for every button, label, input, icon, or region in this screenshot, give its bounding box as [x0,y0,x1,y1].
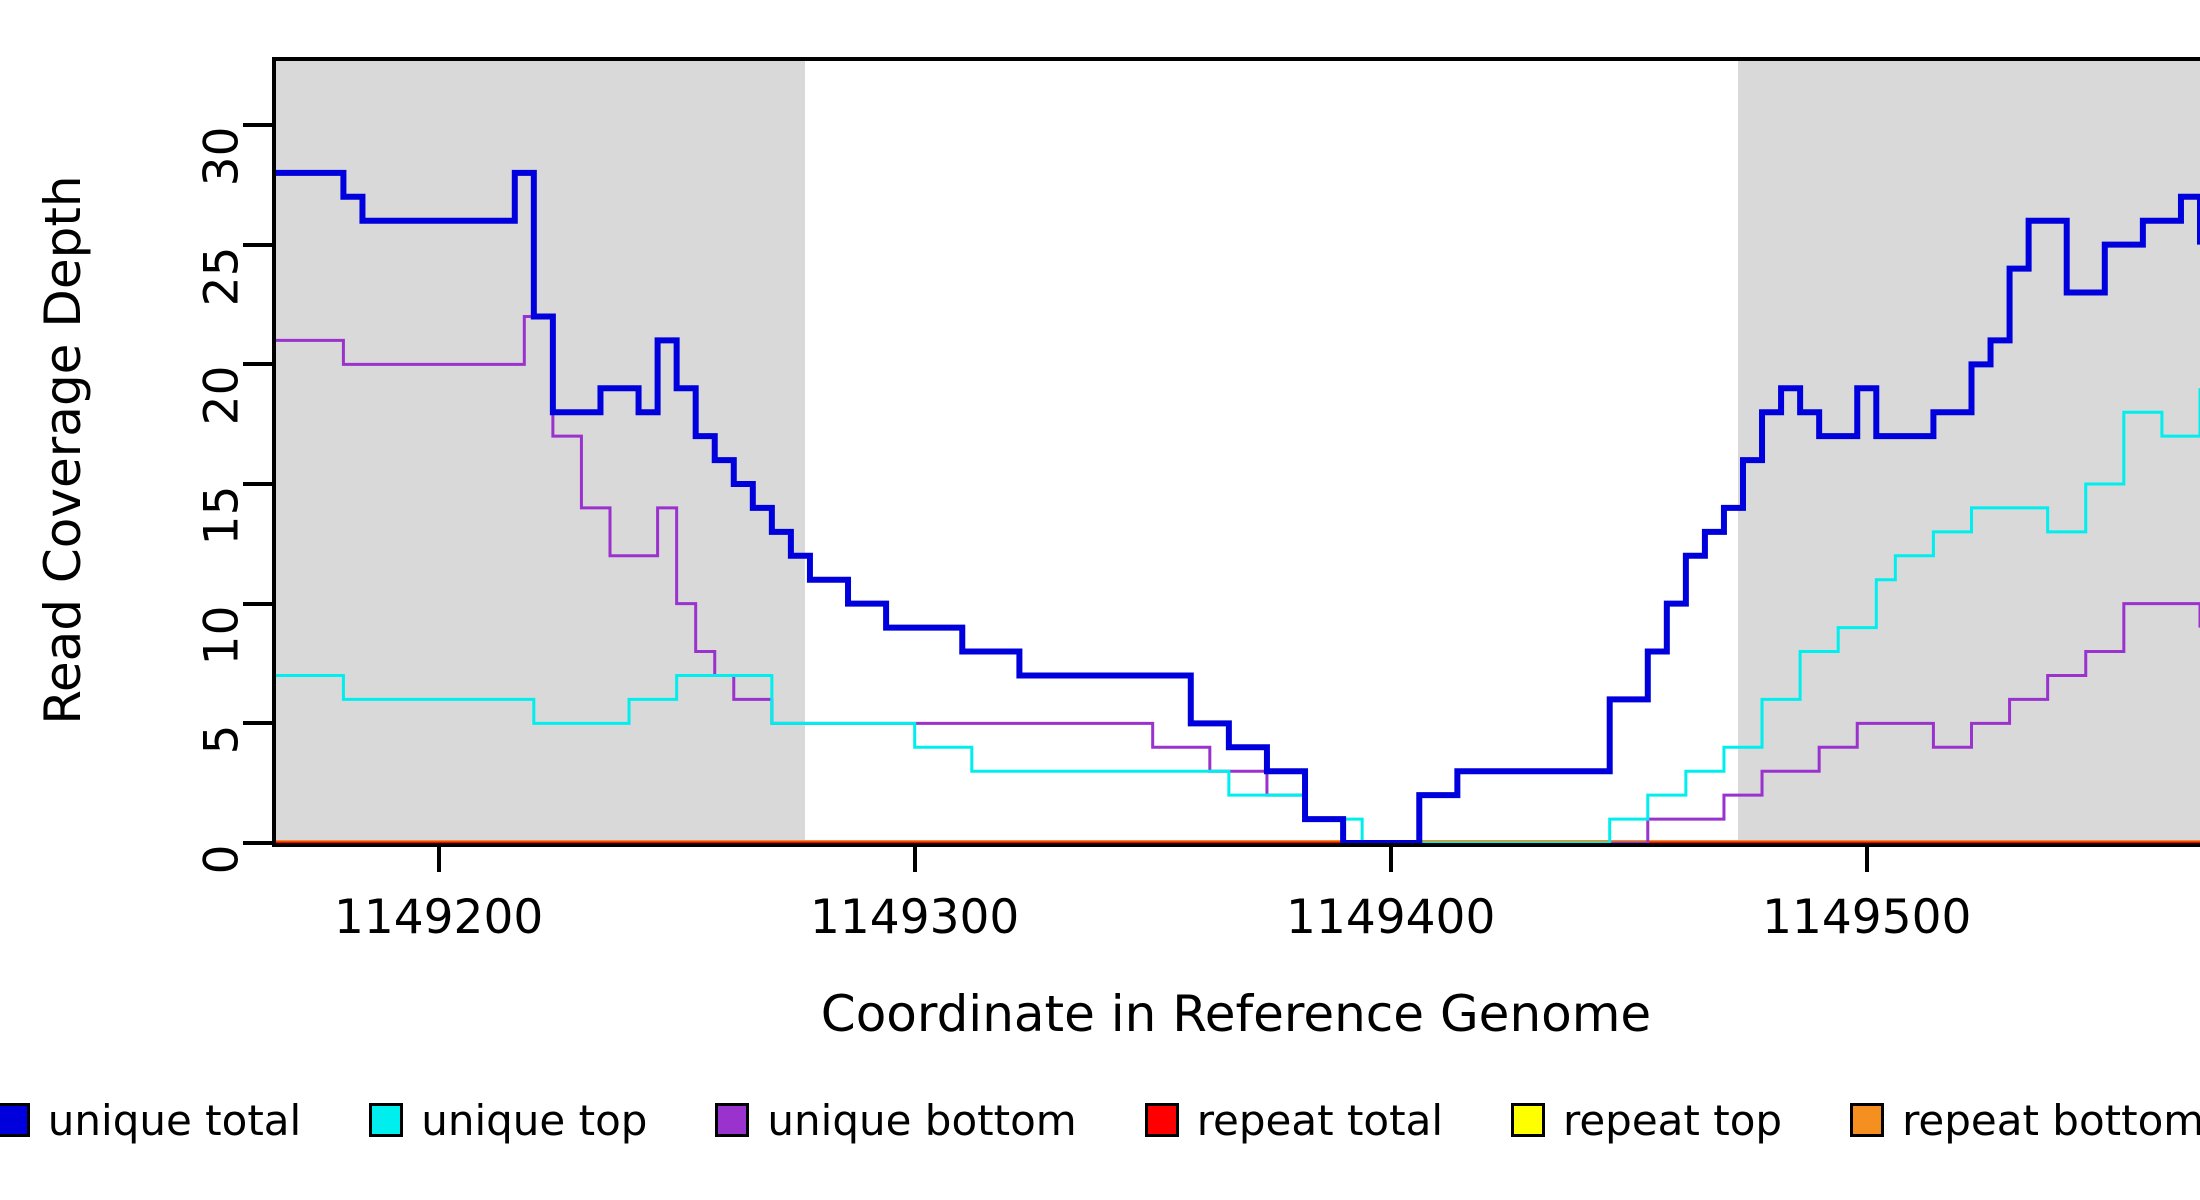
x-tick-1149500 [1864,843,1869,872]
y-axis-title: Read Coverage Depth [34,175,92,725]
x-axis-line [272,843,2200,847]
legend-repeat-top-label: repeat top [1562,1095,1783,1145]
legend-unique-bottom-swatch-icon [715,1103,750,1137]
y-tick-15 [243,482,272,486]
legend-unique-total-swatch-icon [0,1103,30,1137]
legend-unique-bottom[interactable]: unique bottom [715,1095,1077,1145]
legend-repeat-total[interactable]: repeat total [1144,1095,1443,1145]
series-unique-top [272,388,2200,843]
y-tick-label-15: 15 [194,485,250,546]
y-tick-0 [243,841,272,845]
legend-unique-total-label: unique total [47,1095,302,1145]
y-tick-label-30: 30 [194,126,250,187]
y-tick-label-0: 0 [194,844,250,875]
series-layer [272,169,2200,843]
x-axis-title: Coordinate in Reference Genome [820,985,1652,1043]
x-tick-label-1149500: 1149500 [1762,890,1972,945]
legend-unique-top[interactable]: unique top [369,1096,647,1145]
series-unique-total [272,169,2200,843]
x-tick-label-1149400: 1149400 [1286,890,1496,945]
legend-unique-top-swatch-icon [369,1103,404,1137]
y-tick-25 [243,242,272,247]
legend-repeat-top[interactable]: repeat top [1510,1095,1783,1145]
y-tick-10 [243,601,272,606]
legend-repeat-total-label: repeat total [1196,1095,1443,1145]
legend-unique-bottom-label: unique bottom [767,1095,1077,1145]
y-tick-label-20: 20 [194,365,250,426]
x-tick-1149400 [1388,843,1393,872]
y-tick-label-10: 10 [194,605,250,665]
y-tick-30 [243,123,272,127]
legend-repeat-bottom-swatch-icon [1850,1103,1885,1137]
legend: unique total unique top unique bottom repea… [0,1085,2200,1155]
x-tick-label-1149200: 1149200 [333,890,544,945]
legend-unique-top-label: unique top [421,1095,648,1145]
x-tick-1149300 [912,843,917,872]
legend-repeat-bottom-label: repeat bottom [1902,1095,2200,1145]
x-tick-1149200 [436,843,441,872]
y-tick-5 [243,721,272,726]
plot-area [272,57,2200,843]
legend-repeat-bottom[interactable]: repeat bottom [1850,1096,2200,1145]
y-tick-20 [243,362,272,367]
series-unique-bottom [272,314,2200,843]
legend-unique-total[interactable]: unique total [0,1096,301,1145]
x-tick-label-1149300: 1149300 [809,890,1020,945]
y-tick-label-25: 25 [194,246,250,306]
legend-repeat-total-swatch-icon [1144,1103,1179,1137]
legend-repeat-top-swatch-icon [1510,1103,1545,1137]
y-tick-label-5: 5 [194,724,250,755]
